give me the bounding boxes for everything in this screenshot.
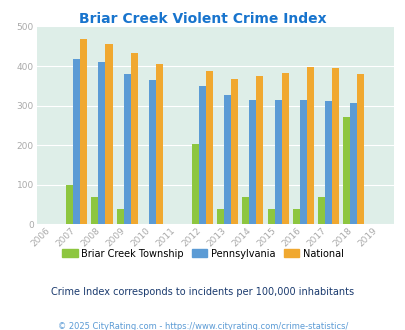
Text: Briar Creek Violent Crime Index: Briar Creek Violent Crime Index — [79, 12, 326, 25]
Bar — [217, 209, 224, 224]
Bar — [274, 100, 281, 224]
Bar — [281, 73, 288, 224]
Bar — [299, 100, 306, 224]
Bar — [148, 80, 156, 224]
Bar — [80, 40, 87, 224]
Bar — [324, 101, 331, 224]
Bar — [256, 76, 263, 224]
Bar — [231, 79, 238, 224]
Legend: Briar Creek Township, Pennsylvania, National: Briar Creek Township, Pennsylvania, Nati… — [58, 245, 347, 262]
Bar — [349, 103, 356, 224]
Bar — [306, 67, 313, 224]
Bar — [198, 86, 206, 224]
Bar — [356, 74, 363, 224]
Bar — [91, 197, 98, 224]
Text: Crime Index corresponds to incidents per 100,000 inhabitants: Crime Index corresponds to incidents per… — [51, 287, 354, 297]
Bar — [156, 64, 162, 224]
Bar — [249, 100, 256, 224]
Bar — [224, 94, 231, 224]
Bar — [105, 44, 112, 224]
Bar — [292, 209, 299, 224]
Bar — [206, 71, 213, 224]
Bar — [66, 185, 73, 224]
Bar — [98, 62, 105, 224]
Bar — [242, 197, 249, 224]
Bar — [342, 117, 349, 224]
Bar — [192, 144, 198, 224]
Bar — [73, 59, 80, 224]
Bar — [116, 209, 123, 224]
Bar — [123, 74, 130, 224]
Bar — [267, 209, 274, 224]
Bar — [130, 53, 137, 224]
Bar — [331, 68, 338, 224]
Text: © 2025 CityRating.com - https://www.cityrating.com/crime-statistics/: © 2025 CityRating.com - https://www.city… — [58, 322, 347, 330]
Bar — [317, 197, 324, 224]
